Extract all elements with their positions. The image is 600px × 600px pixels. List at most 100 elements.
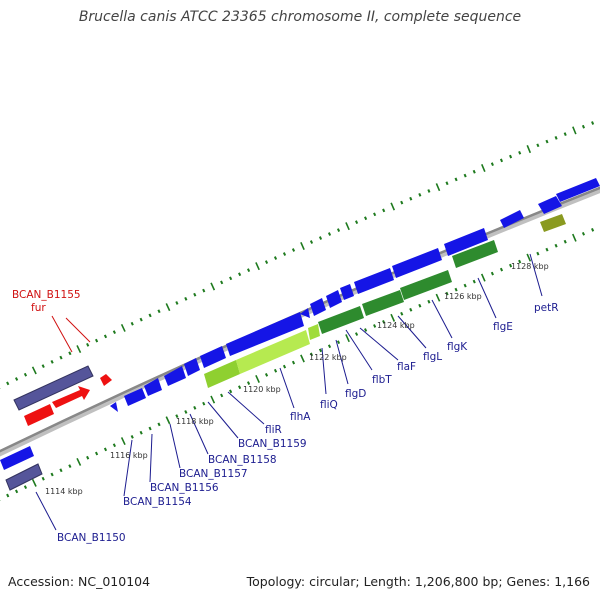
tick-mark bbox=[355, 220, 359, 225]
tick-mark bbox=[86, 342, 90, 347]
gene-label[interactable]: flhA bbox=[290, 411, 311, 423]
tick-mark bbox=[418, 303, 422, 308]
gene-label[interactable]: BCAN_B1155 bbox=[12, 289, 81, 301]
tick-mark bbox=[318, 236, 323, 240]
tick-mark bbox=[6, 381, 10, 386]
forward-strand-genes bbox=[13, 178, 600, 426]
tick-mark bbox=[165, 416, 171, 425]
tick-mark bbox=[526, 145, 532, 154]
tick-mark bbox=[427, 189, 431, 193]
gene-label[interactable]: fur bbox=[31, 302, 46, 314]
tick-mark bbox=[472, 169, 476, 174]
scale-label: 1122 kbp bbox=[309, 353, 347, 362]
tick-mark bbox=[364, 328, 368, 332]
gene-label[interactable]: BCAN_B1157 bbox=[179, 468, 248, 480]
gene-blue bbox=[226, 312, 304, 356]
tick-mark bbox=[103, 334, 108, 339]
tick-mark bbox=[220, 393, 224, 398]
map-title: Brucella canis ATCC 23365 chromosome II,… bbox=[78, 9, 522, 25]
gene-blue bbox=[310, 298, 326, 316]
tick-mark bbox=[229, 276, 233, 281]
tick-mark bbox=[41, 476, 45, 481]
tick-mark bbox=[238, 272, 242, 277]
gene-navy bbox=[13, 365, 94, 411]
reverse-strand-genes bbox=[0, 214, 566, 491]
tick-mark bbox=[68, 351, 72, 356]
tick-mark bbox=[175, 301, 179, 305]
scale-label: 1120 kbp bbox=[243, 385, 281, 394]
tick-mark bbox=[554, 243, 558, 248]
tick-mark bbox=[499, 158, 504, 163]
gene-blue bbox=[300, 308, 310, 318]
tick-mark bbox=[463, 283, 467, 288]
gene-label[interactable]: BCAN_B1158 bbox=[208, 454, 277, 466]
tick-mark bbox=[23, 485, 28, 489]
gene-label[interactable]: flgD bbox=[345, 388, 366, 400]
tick-mark bbox=[6, 493, 10, 498]
gene-green bbox=[362, 290, 404, 316]
tick-mark bbox=[526, 253, 532, 262]
tick-mark bbox=[364, 216, 368, 221]
gene-pointer-lines-upper bbox=[51, 315, 91, 353]
tick-mark bbox=[345, 334, 350, 343]
tick-mark bbox=[103, 447, 108, 452]
tick-mark bbox=[509, 154, 513, 159]
tick-mark bbox=[545, 247, 549, 252]
tick-mark bbox=[327, 232, 332, 236]
tick-mark bbox=[499, 267, 504, 272]
tick-mark bbox=[68, 464, 72, 468]
gene-label[interactable]: fliQ bbox=[320, 399, 338, 411]
gene-label[interactable]: BCAN_B1156 bbox=[150, 482, 219, 494]
tick-mark bbox=[300, 354, 305, 363]
gene-lightgreen bbox=[308, 324, 320, 340]
gene-label[interactable]: fliR bbox=[265, 424, 282, 436]
gene-label[interactable]: flaF bbox=[397, 361, 416, 373]
tick-mark bbox=[382, 208, 386, 213]
tick-mark bbox=[472, 279, 476, 284]
tick-mark bbox=[50, 359, 54, 364]
tick-mark bbox=[210, 282, 216, 291]
tick-mark bbox=[390, 313, 396, 322]
scale-label: 1124 kbp bbox=[377, 321, 415, 330]
tick-mark bbox=[184, 296, 188, 301]
gene-green bbox=[318, 306, 364, 334]
tick-mark bbox=[518, 150, 522, 155]
gene-lightgreen bbox=[204, 360, 240, 388]
tick-mark bbox=[336, 228, 341, 232]
tick-mark bbox=[291, 360, 296, 365]
tick-mark bbox=[112, 443, 116, 448]
scale-label: 1128 kbp bbox=[511, 262, 549, 271]
tick-mark bbox=[336, 340, 341, 345]
topology-summary-text: Topology: circular; Length: 1,206,800 bp… bbox=[246, 574, 590, 589]
tick-mark bbox=[554, 135, 558, 140]
gene-label[interactable]: flbT bbox=[372, 374, 392, 386]
gene-label[interactable]: petR bbox=[534, 302, 559, 314]
gene-label[interactable]: flgE bbox=[493, 321, 513, 333]
gene-label[interactable]: flgK bbox=[447, 341, 468, 353]
tick-mark bbox=[563, 132, 567, 136]
tick-mark bbox=[490, 162, 494, 167]
gene-pointer-lines bbox=[35, 253, 543, 531]
gene-blue bbox=[392, 248, 442, 278]
tick-mark bbox=[120, 437, 126, 445]
tick-mark bbox=[373, 324, 377, 328]
gene-label[interactable]: BCAN_B1150 bbox=[57, 532, 126, 544]
accession-text: Accession: NC_010104 bbox=[8, 574, 151, 589]
tick-mark bbox=[31, 366, 37, 375]
gene-red bbox=[24, 404, 54, 426]
gene-label[interactable]: flgL bbox=[423, 351, 442, 363]
tick-mark bbox=[435, 183, 441, 192]
gene-green bbox=[400, 270, 452, 300]
tick-mark bbox=[427, 299, 431, 304]
tick-mark bbox=[563, 239, 567, 244]
tick-mark bbox=[94, 338, 99, 343]
tick-mark bbox=[327, 344, 332, 349]
gene-blue bbox=[354, 268, 394, 294]
gene-label[interactable]: BCAN_B1159 bbox=[238, 438, 307, 450]
tick-mark bbox=[210, 395, 216, 404]
tick-mark bbox=[400, 311, 404, 316]
tick-mark bbox=[157, 422, 161, 427]
gene-label[interactable]: BCAN_B1154 bbox=[123, 496, 192, 508]
tick-mark bbox=[536, 143, 540, 148]
